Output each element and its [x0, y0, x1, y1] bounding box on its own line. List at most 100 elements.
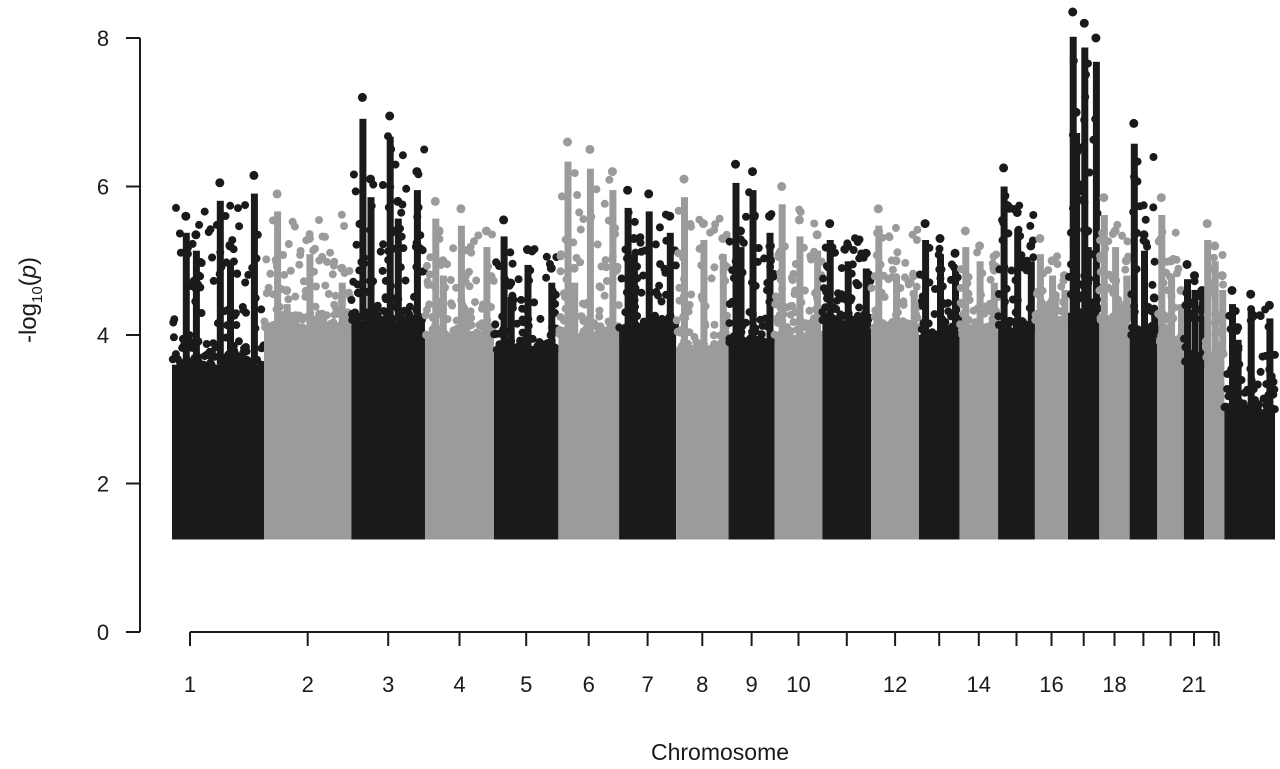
snp-point [209, 276, 218, 285]
peak-point [665, 211, 675, 221]
snp-point [241, 278, 250, 287]
chromosome-8-band [676, 349, 729, 540]
peak-point [337, 263, 347, 273]
x-axis: 1 2 3 4 5 6 7 8 9 10 12 14 16 18 21 [184, 631, 1220, 697]
chromosome-14-points [956, 226, 1002, 540]
chromosome-1-band [172, 364, 264, 540]
peak-point [1202, 219, 1212, 229]
x-tick-label: 6 [583, 672, 595, 697]
peak-column [976, 261, 984, 335]
peak-point [812, 230, 822, 240]
x-tick-label: 4 [453, 672, 465, 697]
peak-point [1099, 193, 1109, 203]
peak-point [1068, 7, 1078, 17]
snp-point [426, 253, 435, 262]
snp-point [672, 316, 681, 325]
y-tick-label: 8 [97, 26, 109, 51]
x-tick-label: 14 [967, 672, 991, 697]
chromosome-7-points [615, 185, 680, 540]
peak-point [1227, 286, 1237, 295]
snp-point [349, 170, 358, 179]
y-tick-label: 0 [97, 620, 109, 645]
y-tick-label: 6 [97, 175, 109, 200]
peak-point [1264, 300, 1274, 310]
chromosome-6-band [558, 335, 620, 540]
snp-point [556, 267, 565, 276]
snp-point [324, 289, 333, 298]
x-tick-label: 10 [786, 672, 810, 697]
y-axis-label: -log10(p) [15, 257, 46, 343]
peak-point [1210, 241, 1220, 251]
snp-point [472, 276, 481, 285]
chromosome-8-points [672, 174, 732, 540]
snp-point [901, 258, 910, 267]
peak-point [1026, 241, 1036, 251]
x-tick-label: 9 [745, 672, 757, 697]
snp-point [592, 185, 601, 194]
peak-point [1156, 193, 1166, 203]
peak-column [386, 136, 394, 321]
snp-point [398, 151, 407, 160]
peak-point [777, 182, 787, 191]
peak-point [960, 226, 970, 236]
peak-point [1047, 256, 1057, 266]
snp-point [986, 275, 995, 284]
peak-point [607, 167, 617, 177]
peak-point [920, 219, 930, 229]
peak-column [274, 211, 282, 328]
y-tick-label: 2 [97, 472, 109, 497]
snp-point [206, 359, 215, 367]
snp-point [239, 348, 248, 357]
peak-point [748, 167, 757, 177]
snp-point [579, 215, 588, 224]
peak-point [644, 189, 654, 199]
snp-point [600, 291, 609, 300]
peak-point [736, 226, 745, 236]
snp-point [172, 203, 180, 212]
snp-point [655, 223, 664, 232]
peak-column [216, 200, 224, 365]
snp-point [311, 302, 320, 311]
snp-point [296, 247, 305, 255]
peak-column [500, 236, 508, 350]
peak-column [732, 182, 740, 343]
snp-point [284, 240, 293, 248]
peak-column [1084, 247, 1092, 313]
peak-point [272, 189, 282, 199]
peak-point [385, 111, 395, 121]
x-tick-label: 2 [302, 672, 314, 697]
chromosome-5-band [493, 349, 559, 540]
peak-column [1204, 240, 1212, 358]
snp-point [1219, 280, 1227, 289]
snp-point [903, 319, 912, 328]
snp-point [1057, 282, 1066, 291]
peak-point [181, 211, 191, 221]
peak-point [1083, 226, 1093, 236]
peak-column [1123, 275, 1131, 321]
peak-column [394, 218, 402, 321]
snp-point [533, 344, 542, 353]
snp-point [466, 331, 475, 339]
snp-point [464, 321, 473, 330]
snp-point [1253, 380, 1262, 389]
peak-column [182, 232, 190, 365]
peak-column [507, 297, 515, 350]
peak-column [962, 247, 970, 335]
snp-point [337, 210, 346, 219]
snp-point [200, 207, 209, 216]
snp-point [311, 244, 319, 253]
snp-point [757, 330, 766, 339]
peak-column [1184, 279, 1191, 365]
snp-point [298, 315, 307, 324]
peak-column [922, 240, 930, 335]
snp-point [807, 318, 816, 327]
snp-point [1141, 215, 1150, 224]
snp-point [725, 300, 734, 308]
peak-column [749, 190, 757, 343]
y-axis: 0 2 4 6 8 [97, 26, 141, 645]
peak-column [457, 225, 465, 335]
peak-column [609, 190, 617, 335]
snp-point [806, 252, 815, 261]
snp-point [658, 323, 667, 332]
peak-column [564, 161, 572, 335]
